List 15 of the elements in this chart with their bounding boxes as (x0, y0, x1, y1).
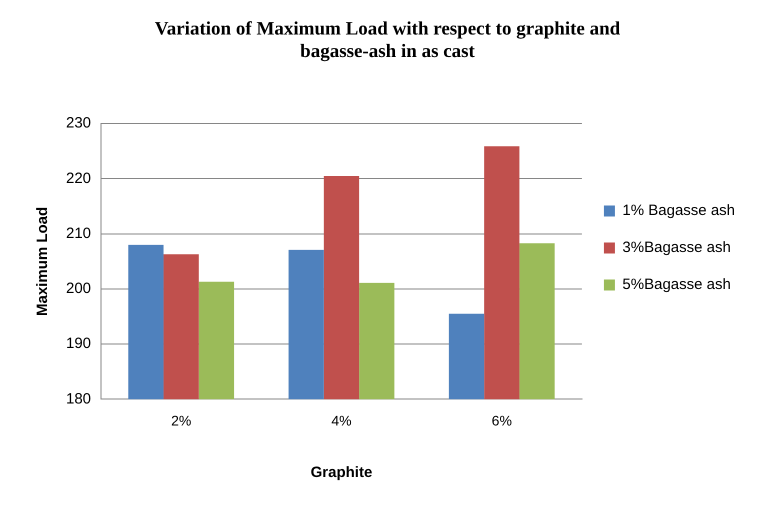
legend-label: 5%Bagasse ash (622, 276, 731, 294)
legend-label: 1% Bagasse ash (622, 202, 736, 220)
x-tick-label: 6% (492, 412, 512, 428)
y-tick-label: 230 (66, 114, 92, 132)
y-tick-label: 220 (66, 170, 92, 187)
y-tick-label: 190 (66, 335, 92, 352)
chart-title: Variation of Maximum Load with respect to graphite and bagasse-ash in as cast (154, 18, 621, 62)
legend-label: 3%Bagasse ash (622, 239, 731, 256)
y-axis-title: Maximum Load (34, 206, 52, 316)
y-tick-label: 180 (66, 390, 92, 408)
x-axis-title: Graphite (310, 464, 372, 482)
y-tick-label: 200 (66, 280, 92, 298)
x-tick-label: 2% (171, 412, 192, 428)
y-tick-label: 210 (66, 224, 92, 242)
x-tick-label: 4% (331, 412, 352, 428)
